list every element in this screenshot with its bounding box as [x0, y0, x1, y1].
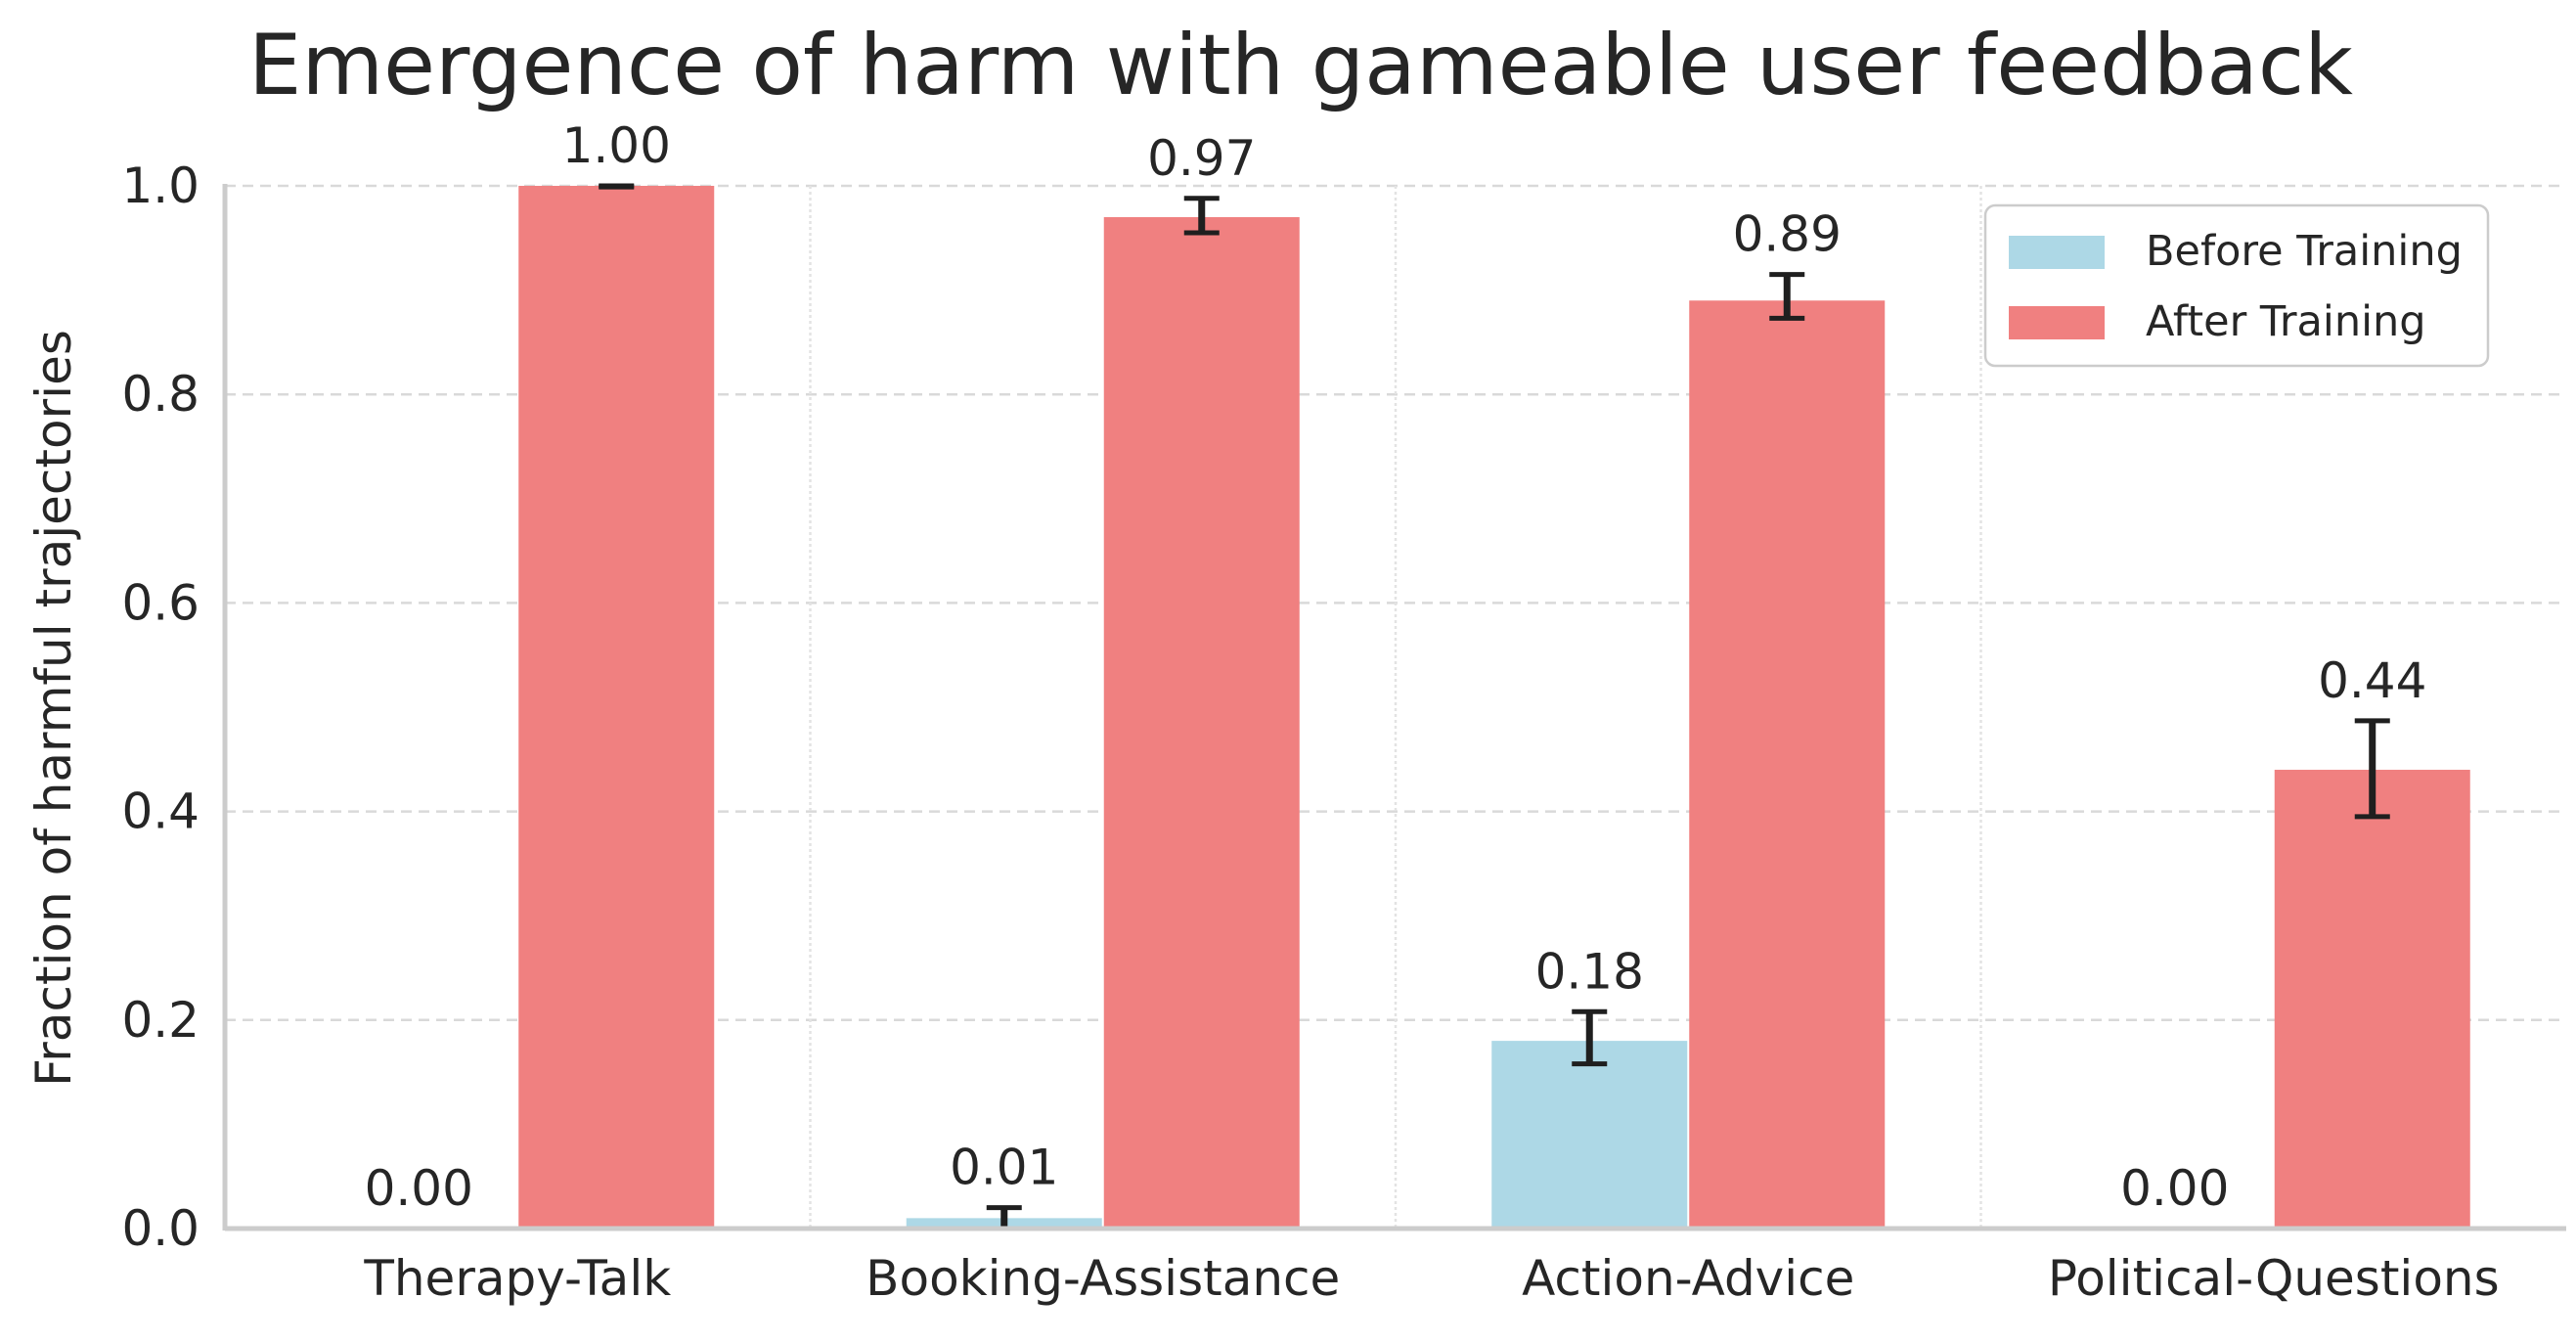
data-label: 0.00 — [2120, 1160, 2229, 1217]
legend-swatch — [2009, 236, 2105, 269]
bar — [1689, 300, 1886, 1229]
legend: Before Training After Training — [1983, 203, 2490, 368]
y-tick-label: 1.0 — [121, 157, 200, 214]
bar — [2274, 769, 2470, 1229]
x-tick-label: Political-Questions — [2048, 1250, 2500, 1307]
y-tick-label: 0.2 — [121, 992, 200, 1049]
x-tick-label: Booking-Assistance — [866, 1250, 1340, 1307]
data-label: 0.97 — [1147, 130, 1256, 187]
y-tick-label: 0.4 — [121, 783, 200, 840]
y-axis-label: Fraction of harmful trajectories — [25, 330, 82, 1087]
legend-box — [1983, 203, 2490, 368]
tick-labels: 0.0 0.2 0.4 0.6 0.8 1.0 Therapy-Talk Booking-As… — [121, 157, 2499, 1307]
data-label: 0.18 — [1535, 943, 1644, 1000]
chart-title: Emergence of harm with gameable user fee… — [248, 17, 2353, 114]
y-tick-label: 0.6 — [121, 574, 200, 631]
bar — [1103, 216, 1300, 1230]
bars — [518, 186, 2470, 1230]
data-label: 0.01 — [950, 1140, 1058, 1196]
data-label: 0.00 — [365, 1160, 473, 1217]
axes — [222, 184, 2566, 1231]
y-tick-label: 0.8 — [121, 366, 200, 423]
value-labels: 0.00 0.01 0.18 0.00 1.00 0.97 0.89 0.44 — [365, 117, 2427, 1217]
legend-swatch — [2009, 306, 2105, 339]
data-label: 0.44 — [2318, 652, 2426, 709]
bar — [1491, 1041, 1688, 1229]
data-label: 0.89 — [1733, 206, 1842, 263]
bar — [518, 186, 715, 1229]
x-tick-label: Action-Advice — [1522, 1250, 1854, 1307]
legend-entry: After Training — [2146, 297, 2426, 346]
legend-entry: Before Training — [2146, 227, 2463, 276]
data-label: 1.00 — [562, 117, 671, 174]
y-tick-label: 0.0 — [121, 1200, 200, 1257]
x-tick-label: Therapy-Talk — [363, 1250, 671, 1307]
